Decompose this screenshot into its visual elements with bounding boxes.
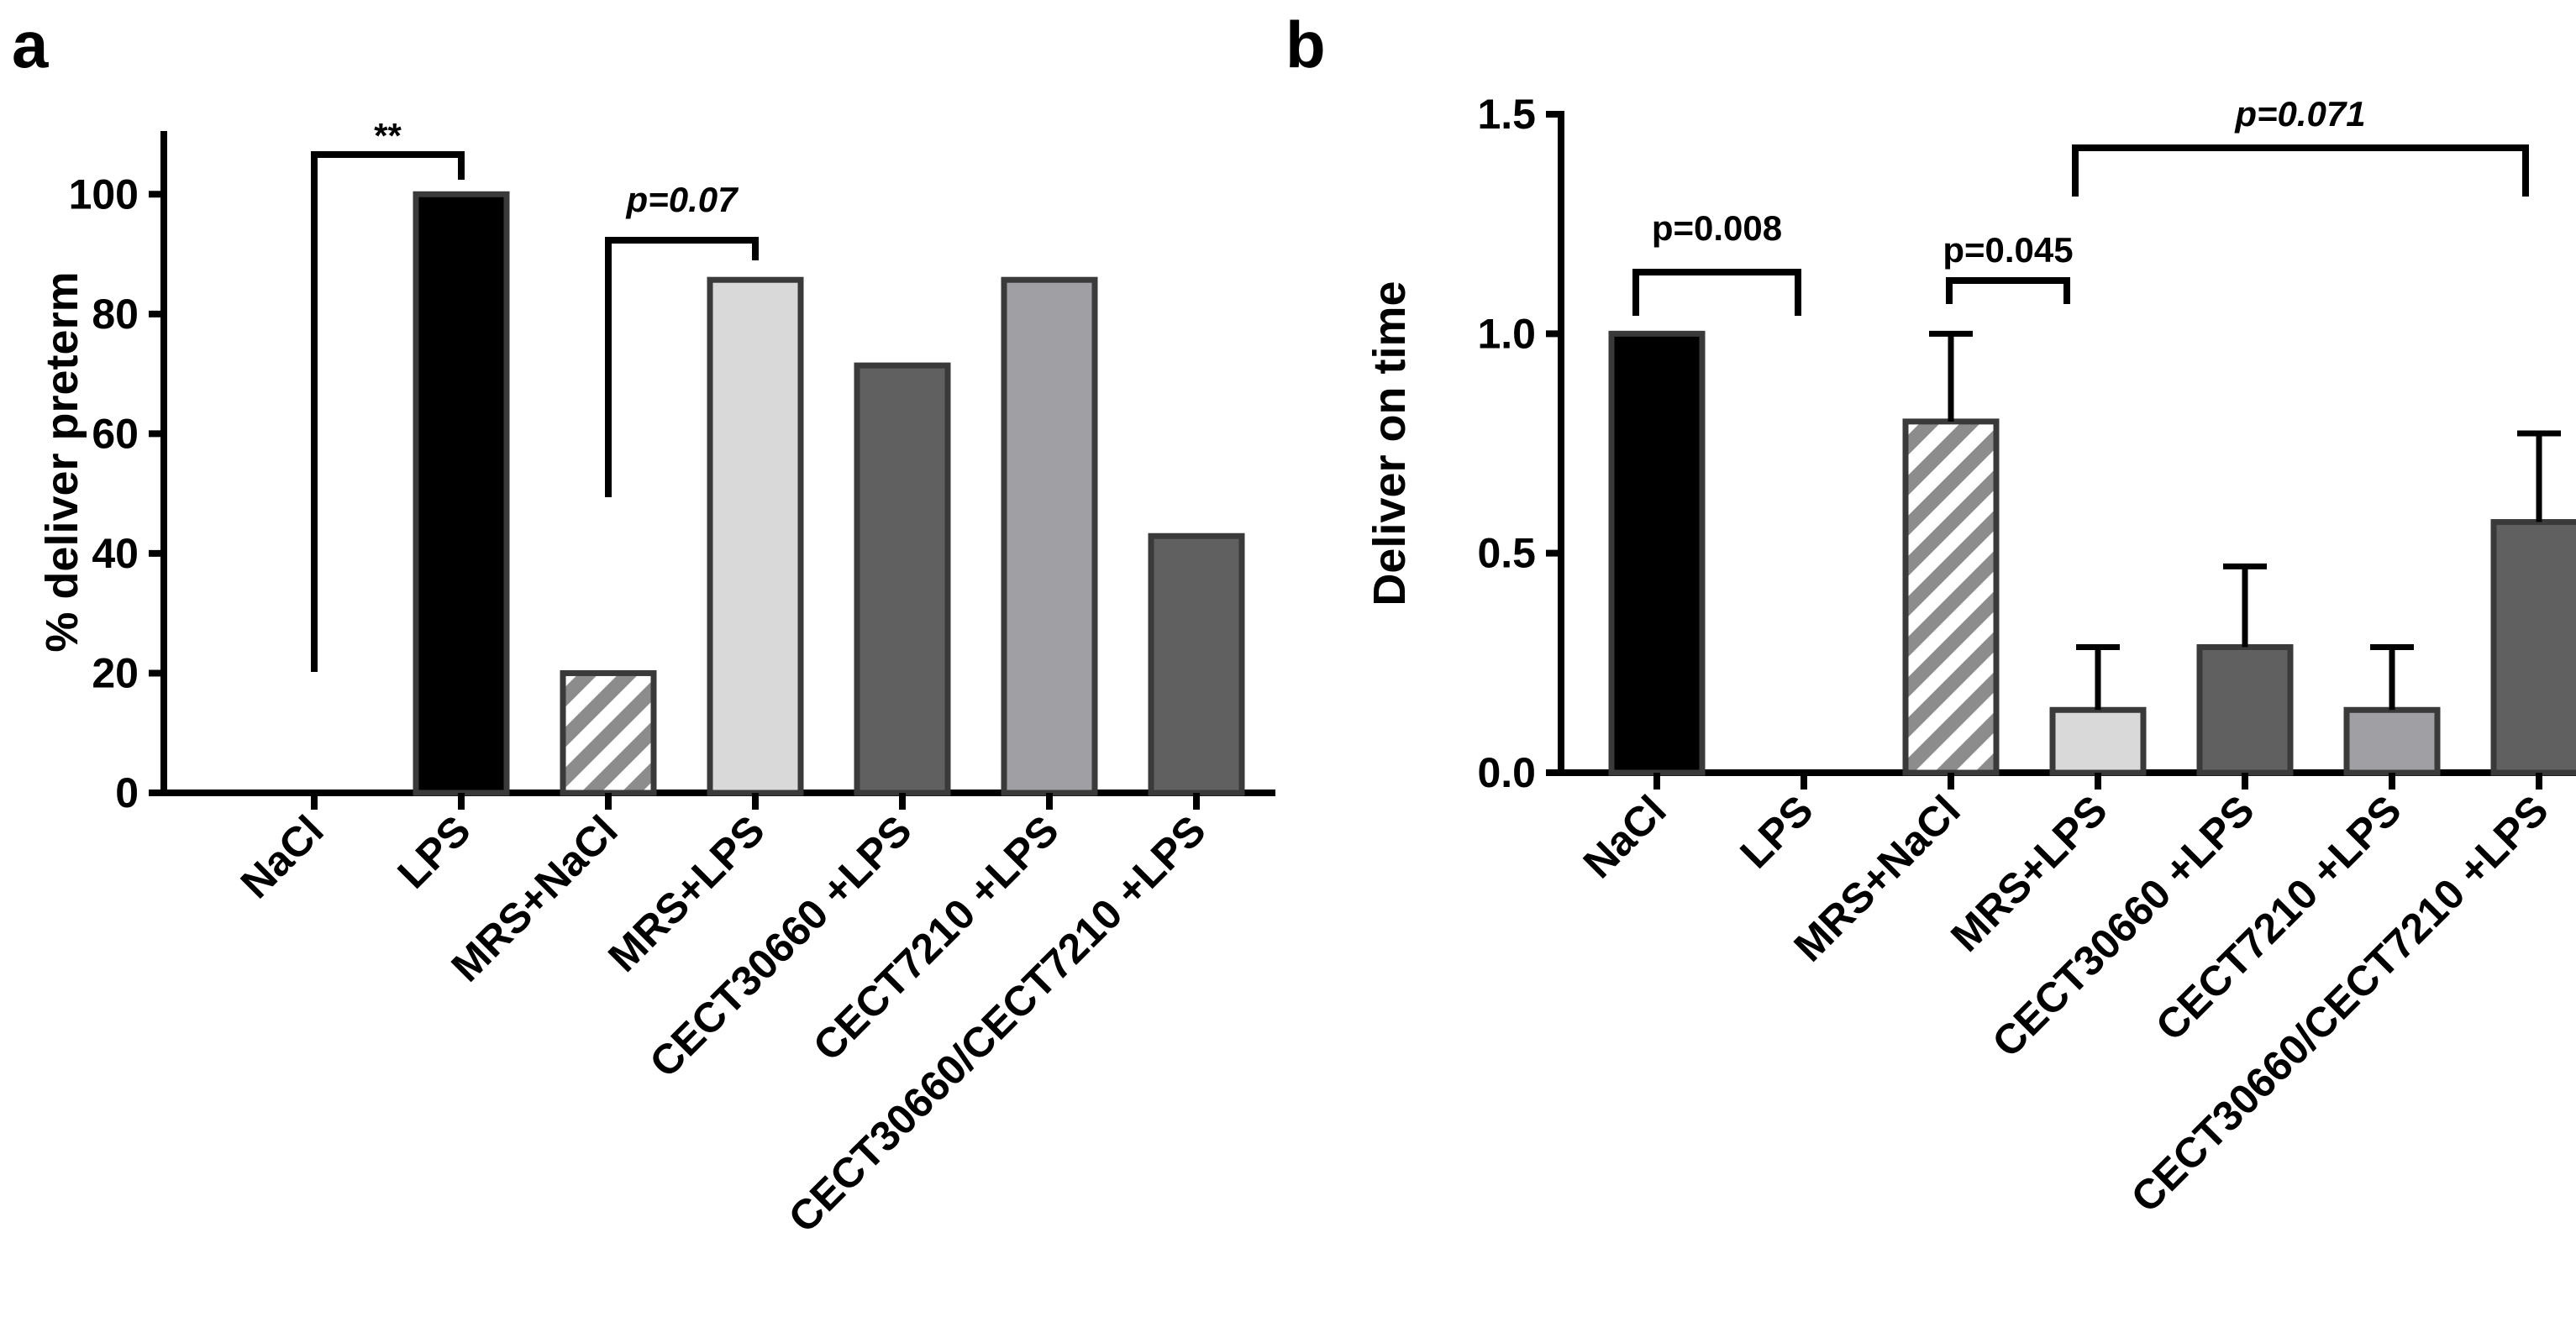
bar <box>2343 706 2441 776</box>
category-label: CECT30660 +LPS <box>1983 786 2263 1066</box>
significance-bracket <box>2072 144 2529 197</box>
y-tick-label: 1.0 <box>1477 310 1536 357</box>
y-tick-label: 0.0 <box>1477 749 1536 796</box>
bar <box>2490 519 2576 776</box>
category-label: NaCl <box>232 806 333 907</box>
y-axis-label: Deliver on time <box>1364 281 1415 606</box>
significance-label: p=0.071 <box>2234 94 2365 134</box>
y-tick-label: 0.5 <box>1477 530 1536 577</box>
significance-bracket <box>1632 269 1801 316</box>
y-tick-label: 80 <box>92 291 139 338</box>
y-tick-label: 20 <box>92 649 139 696</box>
significance-label: p=0.07 <box>626 180 739 219</box>
y-tick-label: 40 <box>92 530 139 577</box>
significance-bracket <box>1946 277 2070 304</box>
bar <box>2196 644 2294 776</box>
bar <box>854 362 951 796</box>
bar <box>413 191 510 796</box>
y-tick-label: 60 <box>92 410 139 457</box>
bar <box>1608 330 1706 776</box>
y-tick-label: 1.5 <box>1477 91 1536 138</box>
bar <box>2049 706 2147 776</box>
panel-label-a: a <box>12 8 49 81</box>
bar <box>1148 532 1245 796</box>
panel-label-b: b <box>1285 8 1326 81</box>
significance-label: p=0.008 <box>1652 208 1782 248</box>
bar <box>707 276 804 796</box>
significance-label: ** <box>374 116 402 155</box>
category-label: CECT30660 +LPS <box>640 806 920 1086</box>
category-label: CECT7210 +LPS <box>2147 786 2410 1050</box>
y-tick-label: 0 <box>115 769 139 816</box>
significance-bracket <box>311 151 465 672</box>
category-label: NaCl <box>1575 786 1675 887</box>
significance-bracket <box>605 237 759 497</box>
bar <box>560 669 657 796</box>
category-label: LPS <box>1731 786 1822 877</box>
category-label: LPS <box>388 806 479 897</box>
y-tick-label: 100 <box>69 170 139 218</box>
bar <box>1902 418 2000 776</box>
bar <box>1001 276 1098 796</box>
y-axis-label: % deliver preterm <box>37 271 87 652</box>
significance-label: p=0.045 <box>1943 230 2073 270</box>
category-label: CECT7210 +LPS <box>804 806 1068 1070</box>
